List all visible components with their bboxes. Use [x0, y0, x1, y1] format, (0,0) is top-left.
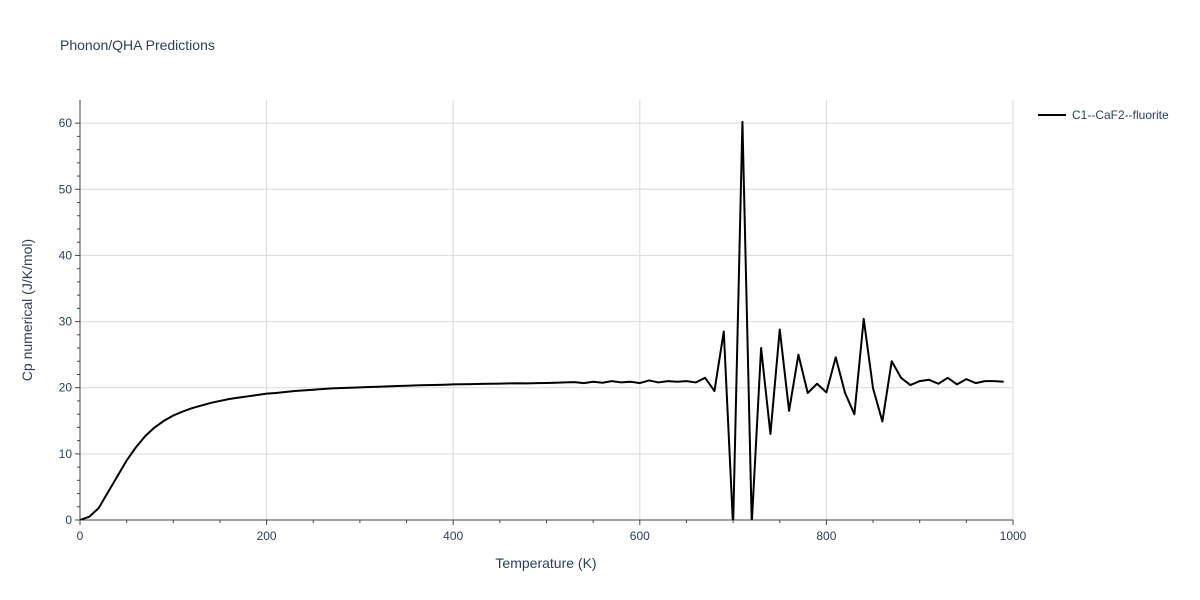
x-tick-label: 800 — [816, 529, 836, 543]
y-tick-label: 50 — [59, 182, 73, 196]
axes — [75, 100, 1014, 525]
x-tick-label: 1000 — [1000, 529, 1027, 543]
series-line-0 — [80, 120, 1004, 520]
legend[interactable]: C1--CaF2--fluorite — [1038, 108, 1169, 122]
y-tick-label: 20 — [59, 381, 73, 395]
y-tick-label: 60 — [59, 116, 73, 130]
y-tick-label: 40 — [59, 248, 73, 262]
x-tick-label: 400 — [443, 529, 463, 543]
grid-lines — [80, 100, 1014, 520]
y-axis-label: Cp numerical (J/K/mol) — [19, 239, 35, 381]
legend-label: C1--CaF2--fluorite — [1072, 108, 1169, 122]
tick-labels: 0 200 400 600 800 1000 0 10 20 30 40 50 60 — [59, 116, 1027, 543]
y-tick-label: 10 — [59, 447, 73, 461]
y-tick-label: 30 — [59, 315, 73, 329]
x-tick-label: 0 — [77, 529, 84, 543]
x-tick-label: 200 — [257, 529, 277, 543]
x-tick-label: 600 — [630, 529, 650, 543]
series-layer — [80, 120, 1004, 520]
y-tick-label: 0 — [65, 513, 72, 527]
x-axis-label: Temperature (K) — [495, 555, 596, 571]
chart-title: Phonon/QHA Predictions — [60, 37, 215, 53]
